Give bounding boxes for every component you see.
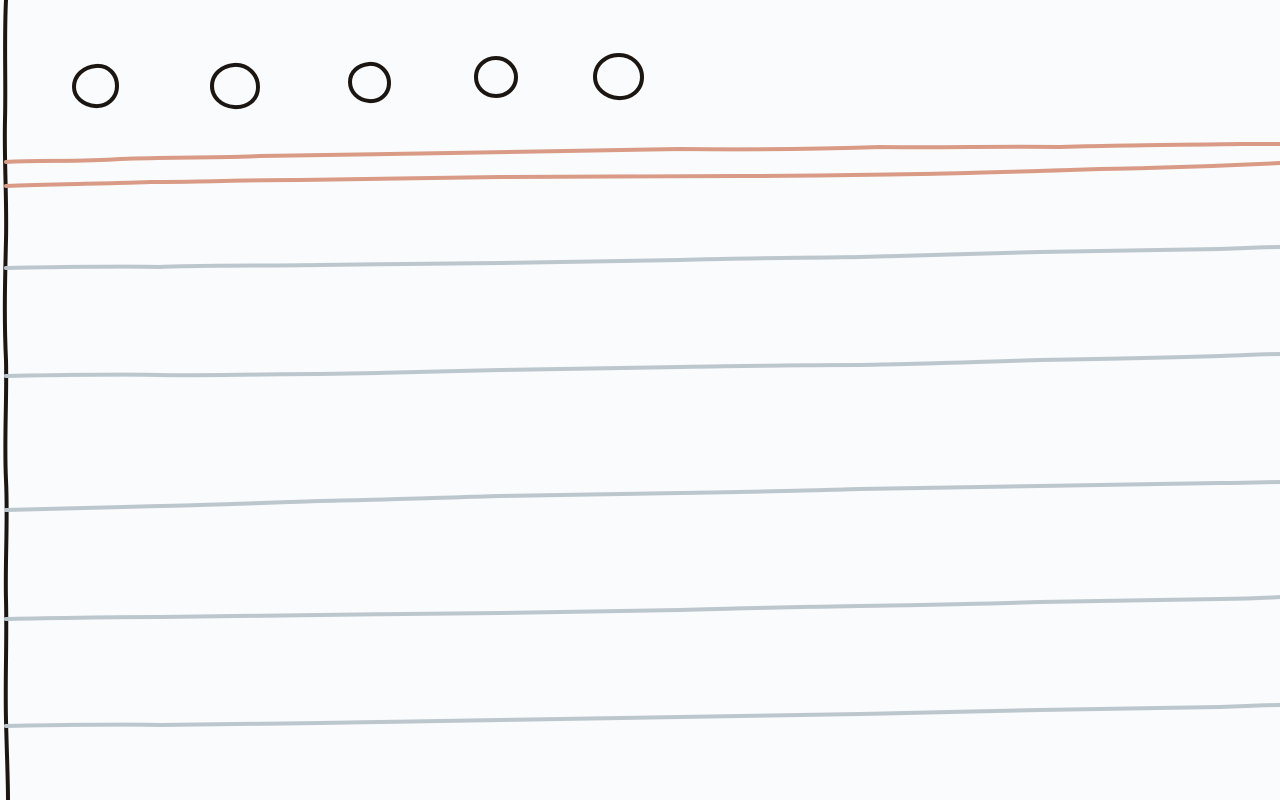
margin-rule-top — [4, 142, 1280, 164]
binding-hole-icon — [593, 53, 644, 101]
ruled-line — [4, 245, 1280, 270]
binding-edge-line — [2, 0, 10, 800]
ruled-line — [4, 480, 1280, 512]
ruled-line — [4, 352, 1280, 378]
binding-hole-icon — [72, 63, 119, 109]
ruled-line — [4, 703, 1280, 728]
margin-rule-bottom — [4, 161, 1280, 188]
binding-hole-icon — [474, 56, 518, 98]
ruled-line — [4, 595, 1280, 621]
binding-hole-icon — [210, 62, 260, 110]
binding-hole-icon — [348, 61, 391, 104]
